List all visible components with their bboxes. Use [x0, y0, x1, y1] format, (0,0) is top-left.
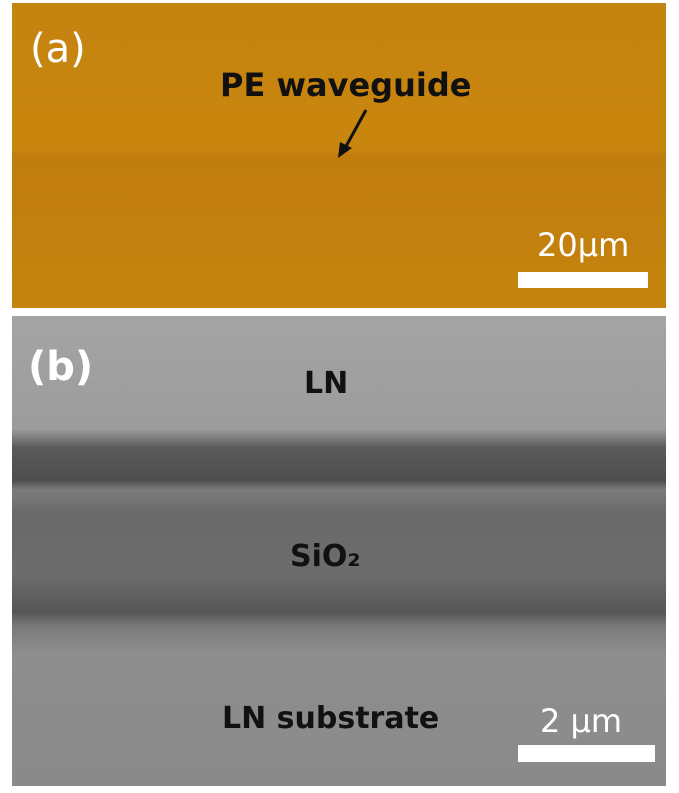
- figure: (a) PE waveguide 20μm (b) LN SiO₂ LN sub…: [0, 0, 679, 789]
- scale-label: 20μm: [537, 226, 629, 264]
- scale-label: 2 μm: [540, 702, 622, 740]
- panel-label: (a): [30, 26, 86, 72]
- scale-bar: [518, 272, 648, 288]
- layer-label: LN: [304, 366, 348, 401]
- layer-label: LN substrate: [222, 701, 439, 736]
- panel-label: (b): [28, 344, 93, 390]
- layer-label: SiO₂: [290, 539, 361, 574]
- annotation: PE waveguide: [220, 66, 471, 104]
- scale-bar: [518, 745, 655, 762]
